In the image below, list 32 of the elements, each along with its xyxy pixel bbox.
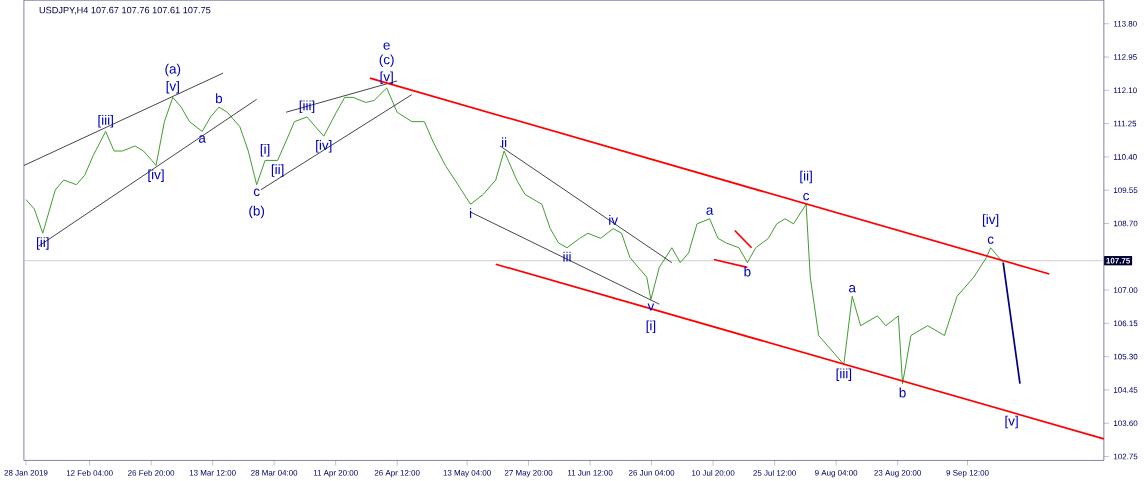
- annotation: [ii]: [271, 164, 284, 177]
- annotation: a: [849, 284, 856, 293]
- annotation: ii: [502, 137, 507, 147]
- annotation: b: [744, 266, 751, 277]
- annotation: a: [198, 135, 206, 143]
- annotation: c: [987, 236, 994, 244]
- annotation: [ii]: [800, 170, 812, 184]
- annotation: e: [383, 42, 390, 50]
- annotation: i: [469, 208, 472, 218]
- text: USDJPY,H4 107.67 107.76 107.61 107.75: [39, 6, 211, 15]
- annotation: [iii]: [299, 100, 315, 113]
- annotation: iii: [563, 251, 571, 262]
- annotation: a: [706, 207, 714, 215]
- annotation: [v]: [1005, 415, 1018, 429]
- annotation: [i]: [260, 143, 270, 157]
- annotation: (b): [249, 205, 265, 219]
- annotation: [ii]: [37, 237, 49, 250]
- annotation: c: [803, 192, 810, 201]
- annotation: [iv]: [982, 214, 999, 227]
- annotation: b: [899, 387, 906, 398]
- annotation: (c): [379, 54, 394, 67]
- annotation: c: [253, 188, 260, 196]
- annotation: [iv]: [316, 139, 332, 153]
- annotation: (a): [165, 63, 181, 77]
- annotation: [iii]: [98, 114, 113, 128]
- annotation: iv: [609, 214, 618, 225]
- annotation: [iv]: [148, 169, 164, 182]
- annotation: [i]: [646, 320, 656, 333]
- annotation: [iii]: [836, 368, 852, 381]
- annotation: [v]: [166, 80, 179, 94]
- annotation: [v]: [380, 71, 393, 84]
- annotation: b: [216, 93, 223, 104]
